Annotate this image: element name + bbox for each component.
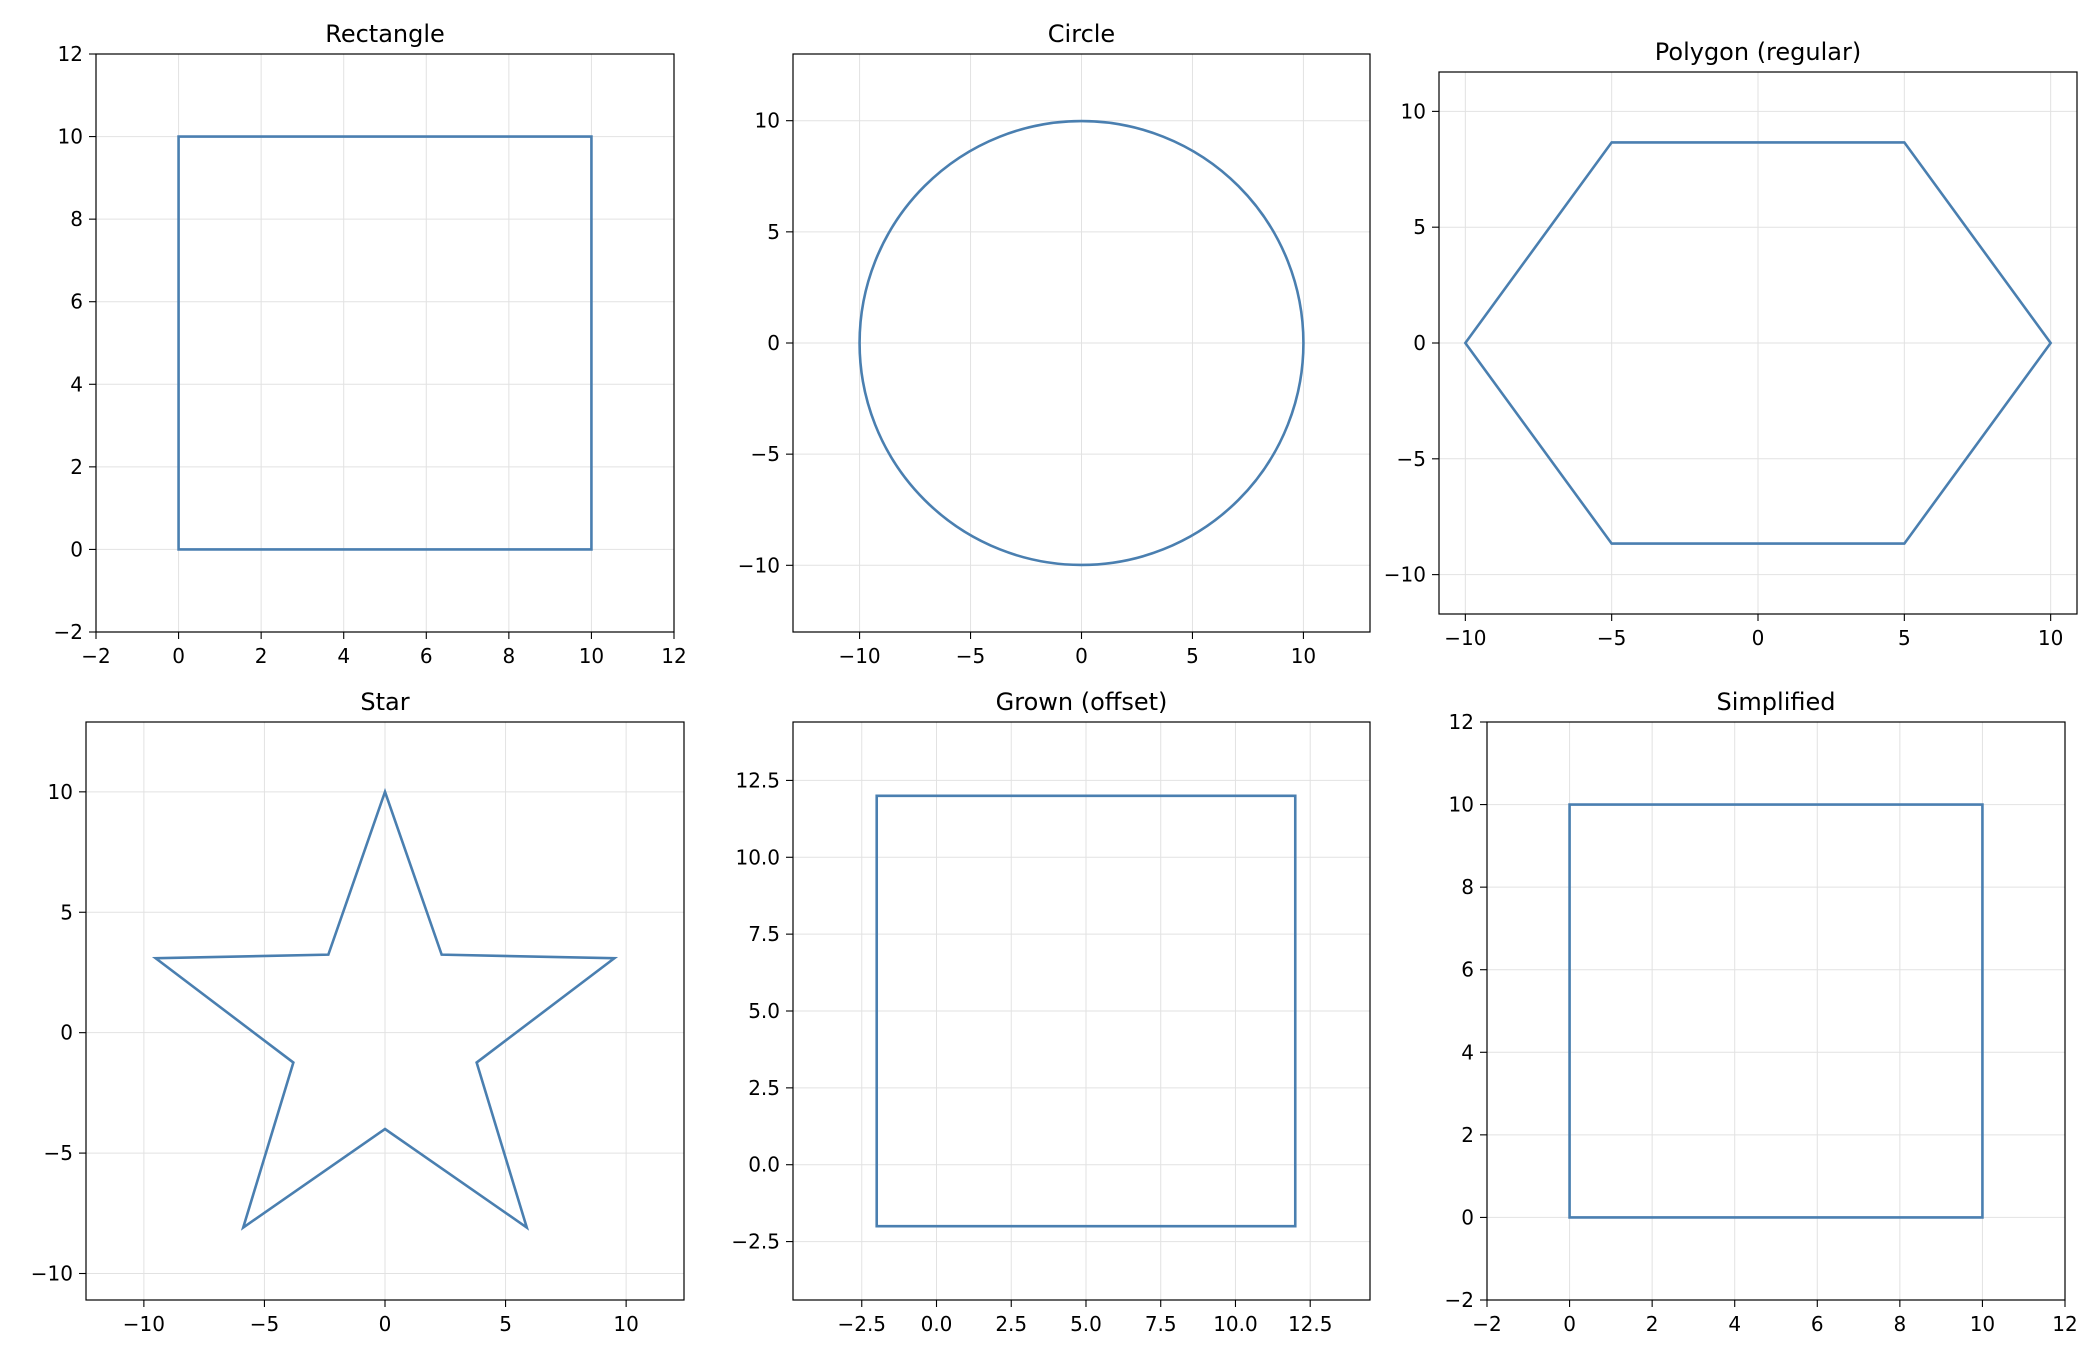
circle-ytick-label-0: −10 <box>738 553 780 577</box>
grown-offset-ytick-label-6: 12.5 <box>735 768 780 792</box>
rectangle-xtick-label-4: 6 <box>420 644 433 668</box>
simplified-ytick-label-3: 4 <box>1461 1040 1474 1064</box>
circle-ytick-label-4: 10 <box>755 109 780 133</box>
rectangle-ytick-label-5: 8 <box>70 207 83 231</box>
simplified-ytick-label-6: 10 <box>1449 793 1474 817</box>
star-outline <box>151 787 619 1231</box>
rectangle-title: Rectangle <box>325 20 445 48</box>
grown-offset-xtick-label-5: 10.0 <box>1213 1312 1258 1336</box>
star-xtick-label-4: 10 <box>613 1312 638 1336</box>
rectangle-ytick-label-1: 0 <box>70 537 83 561</box>
circle-xtick-label-0: −10 <box>838 644 880 668</box>
grown-offset-ytick-label-2: 2.5 <box>748 1076 780 1100</box>
grown-offset-ytick-label-3: 5.0 <box>748 999 780 1023</box>
rectangle-xtick-label-1: 0 <box>172 644 185 668</box>
simplified-ytick-label-2: 2 <box>1461 1123 1474 1147</box>
circle-xtick-label-3: 5 <box>1186 644 1199 668</box>
grown-offset-ytick-label-5: 10.0 <box>735 845 780 869</box>
simplified-outline <box>1568 803 1984 1219</box>
circle-xtick-label-2: 0 <box>1075 644 1088 668</box>
polygon-regular-xtick-label-2: 0 <box>1752 626 1765 650</box>
simplified-xtick-label-5: 8 <box>1893 1312 1906 1336</box>
grown-offset-xtick-label-2: 2.5 <box>995 1312 1027 1336</box>
circle-ytick-label-3: 5 <box>767 220 780 244</box>
star-ytick-label-2: 0 <box>60 1021 73 1045</box>
circle-ytick-label-2: 0 <box>767 331 780 355</box>
grown-offset-ytick-label-4: 7.5 <box>748 922 780 946</box>
grown-offset-xtick-label-4: 7.5 <box>1145 1312 1177 1336</box>
rectangle-outline <box>177 135 593 551</box>
simplified-xtick-label-0: −2 <box>1472 1312 1501 1336</box>
simplified-xtick-label-4: 6 <box>1811 1312 1824 1336</box>
grown-offset-title: Grown (offset) <box>996 688 1168 716</box>
star-xtick-label-0: −10 <box>123 1312 165 1336</box>
simplified-xtick-label-1: 0 <box>1563 1312 1576 1336</box>
star-ytick-label-4: 10 <box>48 780 73 804</box>
simplified-xtick-label-6: 10 <box>1970 1312 1995 1336</box>
rectangle-xtick-label-7: 12 <box>661 644 686 668</box>
polygon-regular-panel: −10 −5 0 5 10 −10 −5 0 5 10 Polygon (regular) <box>1384 38 2078 650</box>
rectangle-ytick-label-0: −2 <box>54 620 83 644</box>
polygon-regular-xtick-label-0: −10 <box>1444 626 1486 650</box>
polygon-regular-ytick-label-2: 0 <box>1413 331 1426 355</box>
grown-offset-ytick-label-0: −2.5 <box>731 1230 780 1254</box>
grown-offset-xtick-label-0: −2.5 <box>837 1312 886 1336</box>
polygon-regular-outline <box>1463 141 2053 545</box>
circle-outline <box>858 119 1305 567</box>
simplified-ytick-label-0: −2 <box>1445 1288 1474 1312</box>
polygon-regular-title: Polygon (regular) <box>1655 38 1861 66</box>
simplified-xtick-label-3: 4 <box>1728 1312 1741 1336</box>
grown-offset-xtick-label-6: 12.5 <box>1288 1312 1333 1336</box>
rectangle-xtick-label-3: 4 <box>337 644 350 668</box>
rectangle-xtick-label-5: 8 <box>502 644 515 668</box>
polygon-regular-ytick-label-4: 10 <box>1401 99 1426 123</box>
rectangle-axes-frame <box>95 53 675 633</box>
polygon-regular-ytick-label-0: −10 <box>1384 563 1426 587</box>
rectangle-xtick-label-0: −2 <box>81 644 110 668</box>
simplified-title: Simplified <box>1717 688 1836 716</box>
rectangle-ytick-label-3: 4 <box>70 372 83 396</box>
polygon-regular-xtick-label-1: −5 <box>1597 626 1626 650</box>
rectangle-xtick-label-2: 2 <box>255 644 268 668</box>
star-title: Star <box>360 688 409 716</box>
grown-offset-ytick-label-1: 0.0 <box>748 1153 780 1177</box>
star-ytick-label-0: −10 <box>31 1262 73 1286</box>
star-xtick-label-3: 5 <box>499 1312 512 1336</box>
circle-panel: −10 −5 0 5 10 −10 −5 0 5 10 Circle <box>738 20 1371 668</box>
simplified-ytick-label-1: 0 <box>1461 1205 1474 1229</box>
circle-title: Circle <box>1048 20 1115 48</box>
star-ytick-label-3: 5 <box>60 900 73 924</box>
star-xtick-label-1: −5 <box>250 1312 279 1336</box>
simplified-axes-frame <box>1486 721 2066 1301</box>
rectangle-ytick-label-2: 2 <box>70 455 83 479</box>
polygon-regular-xtick-label-4: 10 <box>2038 626 2063 650</box>
grown-offset-outline <box>875 794 1297 1228</box>
rectangle-ytick-label-6: 10 <box>58 125 83 149</box>
grown-offset-panel: −2.5 0.0 2.5 5.0 7.5 10.0 12.5 −2.5 0.0 2.5 5.0 7.5… <box>731 688 1371 1336</box>
polygon-regular-ytick-label-1: −5 <box>1397 447 1426 471</box>
rectangle-panel: −2 0 2 4 6 8 10 12 −2 0 2 4 6 8 10 12 Rectangle <box>54 20 687 668</box>
grown-offset-xtick-label-1: 0.0 <box>921 1312 953 1336</box>
simplified-ytick-label-5: 8 <box>1461 875 1474 899</box>
star-xtick-label-2: 0 <box>379 1312 392 1336</box>
star-panel: −10 −5 0 5 10 −10 −5 0 5 10 Star <box>31 688 685 1336</box>
circle-ytick-label-1: −5 <box>751 442 780 466</box>
rectangle-ytick-label-7: 12 <box>58 42 83 66</box>
simplified-ytick-label-4: 6 <box>1461 958 1474 982</box>
polygon-regular-xtick-label-3: 5 <box>1898 626 1911 650</box>
simplified-xtick-label-7: 12 <box>2052 1312 2077 1336</box>
star-ytick-label-1: −5 <box>44 1141 73 1165</box>
polygon-regular-ytick-label-3: 5 <box>1413 215 1426 239</box>
simplified-ytick-label-7: 12 <box>1449 710 1474 734</box>
circle-xtick-label-1: −5 <box>956 644 985 668</box>
circle-xtick-label-4: 10 <box>1291 644 1316 668</box>
rectangle-ytick-label-4: 6 <box>70 290 83 314</box>
simplified-xtick-label-2: 2 <box>1646 1312 1659 1336</box>
grown-offset-xtick-label-3: 5.0 <box>1070 1312 1102 1336</box>
rectangle-xtick-label-6: 10 <box>579 644 604 668</box>
simplified-panel: −2 0 2 4 6 8 10 12 −2 0 2 4 6 8 10 12 Simplified <box>1445 688 2078 1336</box>
